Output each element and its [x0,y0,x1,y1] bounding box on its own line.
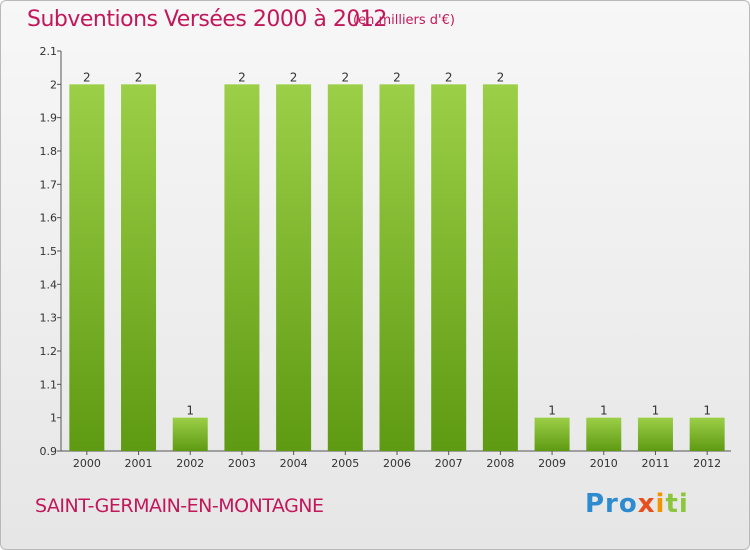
y-tick-label: 1.2 [40,345,58,358]
y-tick-label: 1.3 [40,312,58,325]
bar-2008 [482,84,518,451]
y-tick-label: 1.1 [40,378,58,391]
bar-2002 [172,417,208,451]
x-axis: 2000 2001 2002 2003 2004 2005 2006 2007 2008 2009… [61,450,731,470]
data-label-2010: 1 [600,404,608,418]
y-tick-label: 2.1 [40,45,58,58]
bar-2001 [121,84,157,451]
x-tick-label-2012: 2012 [693,457,721,470]
bars-group [69,84,725,451]
bar-2003 [224,84,260,451]
x-tick-label-2011: 2011 [641,457,669,470]
y-axis: 0.9 1 1.1 1.2 1.3 1.4 1.5 1.6 1.7 1.8 1.9 2 2.1 [40,45,62,458]
y-tick-label: 1.7 [40,178,58,191]
bar-2009 [534,417,570,451]
bar-2007 [431,84,467,451]
x-tick-label-2003: 2003 [228,457,256,470]
data-label-2003: 2 [238,70,246,84]
bar-2000 [69,84,105,451]
bar-2011 [637,417,673,451]
x-tick-label-2005: 2005 [331,457,359,470]
x-tick-label-2008: 2008 [486,457,514,470]
bar-2006 [379,84,415,451]
y-tick-label: 1.9 [40,112,58,125]
x-tick-label-2001: 2001 [125,457,153,470]
x-tick-label-2006: 2006 [383,457,411,470]
data-label-2002: 1 [186,404,194,418]
data-label-2004: 2 [290,70,298,84]
x-tick-label-2010: 2010 [590,457,618,470]
x-tick-label-2009: 2009 [538,457,566,470]
data-label-2005: 2 [341,70,349,84]
y-tick-label: 1.4 [40,278,58,291]
x-tick-label-2000: 2000 [73,457,101,470]
y-tick-label: 1.6 [40,212,58,225]
y-tick-label: 2 [50,78,57,91]
y-tick-label: 1.5 [40,245,58,258]
data-label-2009: 1 [548,404,556,418]
chart-title: Subventions Versées 2000 à 2012 [27,7,387,32]
commune-name: SAINT-GERMAIN-EN-MONTAGNE [35,495,324,517]
y-tick-label: 1.8 [40,145,58,158]
data-label-2012: 1 [703,404,711,418]
data-label-2007: 2 [445,70,453,84]
x-tick-label-2002: 2002 [176,457,204,470]
x-tick-label-2007: 2007 [435,457,463,470]
data-label-2000: 2 [83,70,91,84]
y-tick-label: 0.9 [40,445,58,458]
y-tick-label: 1 [50,412,57,425]
data-label-2008: 2 [497,70,505,84]
data-labels-group: 2 2 1 2 2 2 2 2 2 1 1 1 1 [83,70,711,417]
chart-subtitle: (en milliers d'€) [353,13,455,28]
bar-2010 [586,417,622,451]
proxiti-logo[interactable]: Proxiti [585,489,689,519]
bar-2004 [276,84,312,451]
data-label-2011: 1 [652,404,660,418]
data-label-2006: 2 [393,70,401,84]
x-tick-label-2004: 2004 [280,457,308,470]
bar-2012 [689,417,725,451]
data-label-2001: 2 [135,70,143,84]
bar-2005 [327,84,363,451]
